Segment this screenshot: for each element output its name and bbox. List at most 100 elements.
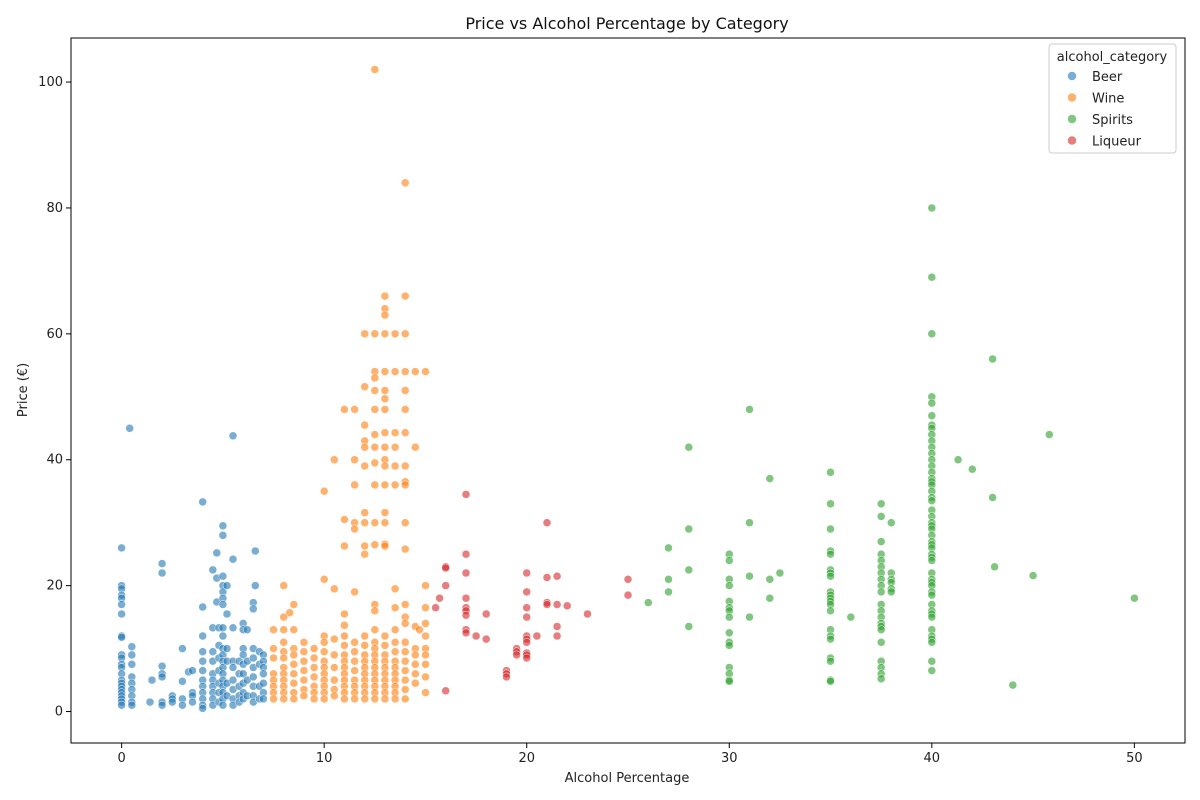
point-wine (330, 584, 339, 594)
point-wine (390, 480, 400, 490)
point-spirits (887, 587, 896, 597)
point-wine (380, 394, 390, 403)
point-wine (330, 663, 339, 672)
point-beer (127, 700, 137, 710)
point-wine (279, 638, 288, 647)
point-liqueur (441, 686, 450, 696)
point-beer (212, 548, 222, 558)
point-liqueur (562, 601, 572, 611)
point-liqueur (623, 590, 633, 600)
point-wine (319, 694, 329, 704)
point-beer (168, 697, 177, 707)
point-wine (390, 647, 400, 656)
point-beer (117, 633, 126, 642)
point-wine (340, 541, 349, 551)
point-spirits (765, 474, 775, 483)
point-liqueur (431, 603, 440, 612)
point-wine (350, 638, 359, 647)
point-beer (208, 647, 218, 656)
point-spirits (927, 556, 937, 565)
point-beer (117, 700, 126, 710)
point-wine (279, 625, 288, 634)
point-beer (249, 604, 258, 614)
point-spirits (1028, 571, 1038, 580)
point-liqueur (441, 581, 450, 590)
point-spirits (826, 571, 835, 581)
point-wine (340, 621, 349, 630)
point-wine (380, 631, 390, 641)
point-spirits (826, 524, 835, 534)
point-spirits (927, 638, 937, 647)
point-beer (117, 600, 126, 609)
point-wine (289, 678, 299, 688)
point-spirits (826, 677, 835, 686)
point-beer (249, 672, 258, 682)
point-wine (400, 675, 410, 685)
point-beer (218, 521, 228, 531)
point-beer (127, 660, 137, 669)
plot-frame (70, 37, 1186, 744)
point-wine (330, 634, 339, 644)
point-wine (289, 625, 299, 634)
point-spirits (846, 612, 856, 622)
point-wine (360, 508, 369, 517)
point-spirits (927, 612, 937, 622)
point-liqueur (435, 593, 444, 603)
point-spirits (876, 499, 886, 509)
point-wine (421, 672, 430, 682)
point-spirits (826, 499, 835, 509)
point-spirits (765, 593, 775, 603)
point-wine (330, 650, 339, 660)
point-spirits (826, 606, 835, 616)
point-wine (400, 178, 410, 188)
point-liqueur (542, 573, 552, 582)
point-spirits (826, 549, 835, 559)
point-beer (198, 666, 207, 675)
point-spirits (927, 496, 937, 505)
point-spirits (988, 354, 997, 364)
point-liqueur (552, 600, 562, 609)
point-wine (269, 694, 278, 704)
point-beer (198, 656, 207, 666)
point-liqueur (542, 518, 552, 527)
point-beer (218, 571, 228, 581)
point-wine (421, 603, 430, 612)
point-wine (299, 666, 309, 675)
point-wine (390, 461, 400, 471)
point-spirits (1045, 430, 1054, 439)
point-spirits (775, 568, 785, 578)
point-wine (380, 461, 390, 471)
point-beer (178, 644, 187, 653)
point-beer (157, 559, 167, 568)
point-spirits (953, 455, 963, 464)
point-wine (370, 405, 380, 414)
point-spirits (664, 543, 673, 553)
point-beer (188, 697, 197, 707)
point-liqueur (552, 622, 562, 631)
point-wine (400, 518, 410, 527)
point-liqueur (512, 650, 521, 660)
point-beer (147, 675, 157, 685)
point-wine (360, 631, 369, 641)
point-wine (390, 694, 400, 704)
point-wine (350, 524, 359, 534)
point-wine (360, 549, 369, 559)
point-wine (370, 430, 380, 439)
point-wine (370, 329, 380, 339)
point-beer (228, 431, 238, 441)
point-wine (319, 647, 329, 656)
point-wine (289, 650, 299, 660)
point-liqueur (461, 593, 471, 603)
point-wine (415, 625, 424, 634)
point-spirits (725, 677, 734, 686)
point-wine (400, 638, 410, 647)
point-liqueur (522, 653, 531, 663)
point-spirits (927, 272, 937, 282)
point-beer (198, 631, 207, 641)
point-wine (380, 541, 390, 551)
point-wine (400, 600, 410, 609)
point-liqueur (522, 587, 531, 597)
point-beer (198, 704, 207, 713)
point-wine (400, 694, 410, 704)
point-beer (222, 644, 232, 653)
